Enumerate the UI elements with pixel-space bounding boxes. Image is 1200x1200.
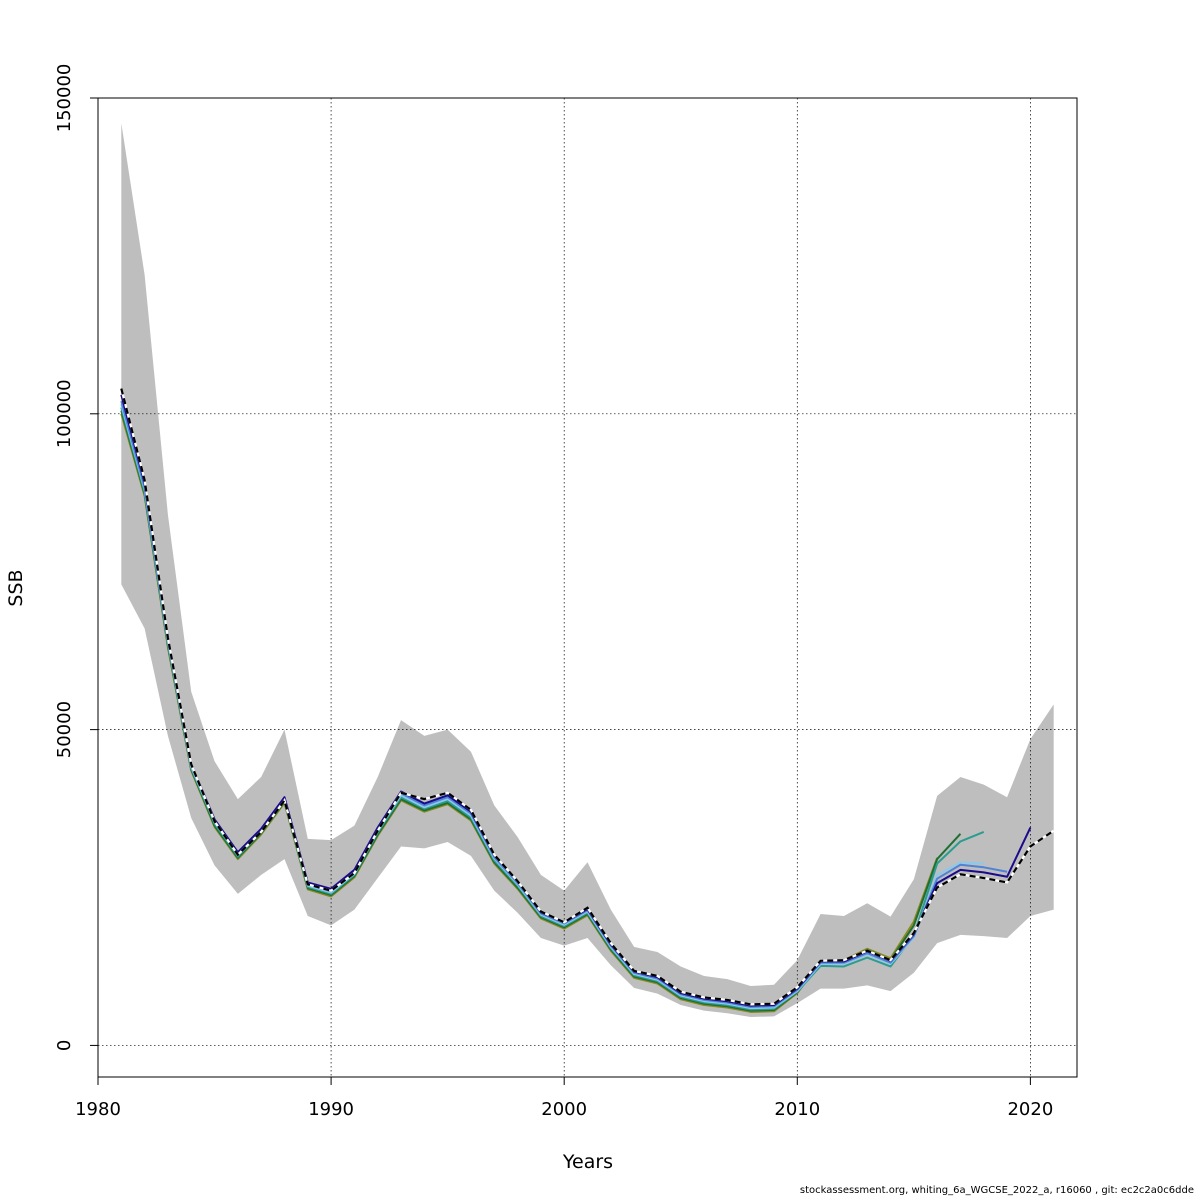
y-tick-label: 50000 [54,701,75,758]
series-layer [120,388,1055,1013]
x-tick-label: 2020 [1007,1099,1053,1120]
y-tick-label: 0 [54,1040,75,1051]
footer-credit: stockassessment.org, whiting_6a_WGCSE_20… [799,1185,1194,1196]
x-axis-title: Years [562,1151,613,1173]
confidence-band-layer [121,123,1054,1017]
x-axis: 1980 1990 2000 2010 2020 [75,1077,1053,1120]
y-axis-title: SSB [5,569,27,606]
series-line [120,388,1055,1006]
y-tick-label: 150000 [54,64,75,133]
confidence-band [121,123,1054,1017]
y-tick-label: 100000 [54,379,75,448]
x-tick-label: 1980 [75,1099,121,1120]
y-axis: 0 50000 100000 150000 [54,64,98,1051]
x-tick-label: 1990 [308,1099,354,1120]
x-tick-label: 2010 [774,1099,820,1120]
x-tick-label: 2000 [541,1099,587,1120]
plot-frame [97,97,1078,1078]
